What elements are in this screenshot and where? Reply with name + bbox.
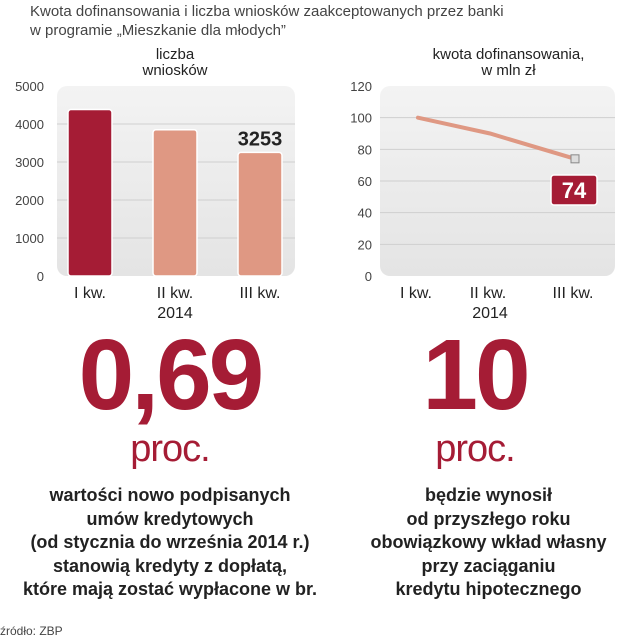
stat-value-2: 10 — [422, 319, 530, 431]
data-point-marker — [570, 154, 580, 164]
x-tick-label: III kw. — [240, 285, 281, 302]
data-label: 3253 — [238, 128, 283, 150]
bar-II kw. — [152, 128, 198, 277]
y-tick-label: 4000 — [15, 117, 44, 132]
y-tick-label: 120 — [350, 79, 372, 94]
y-tick-label: 2000 — [15, 193, 44, 208]
y-tick-label: 0 — [37, 269, 44, 284]
stat-unit-2: proc. — [435, 428, 515, 470]
x-tick-label: III kw. — [553, 285, 594, 302]
stat-description-2: będzie wynosił od przyszłego roku obowią… — [370, 485, 607, 599]
data-label: 74 — [562, 178, 587, 203]
line-chart-title: kwota dofinansowania, w mln zł — [432, 46, 585, 79]
y-tick-label: 3000 — [15, 155, 44, 170]
y-tick-label: 100 — [350, 111, 372, 126]
value-label-box — [550, 174, 598, 206]
y-tick-label: 40 — [358, 206, 372, 221]
stat-description-1: wartości nowo podpisanych umów kredytowy… — [22, 485, 318, 599]
y-tick-label: 5000 — [15, 79, 44, 94]
y-tick-label: 20 — [358, 237, 372, 252]
stat-unit-1: proc. — [130, 428, 210, 470]
x-group-label: 2014 — [472, 305, 508, 322]
y-tick-label: 0 — [365, 269, 372, 284]
y-tick-label: 60 — [358, 174, 372, 189]
infographic-title: Kwota dofinansowania i liczba wniosków z… — [30, 3, 504, 39]
stat-value-1: 0,69 — [78, 319, 265, 431]
source-note: źródło: ZBP — [0, 624, 63, 638]
x-tick-label: I kw. — [400, 285, 432, 302]
x-tick-label: II kw. — [470, 285, 506, 302]
bar-III kw. — [237, 151, 283, 277]
y-tick-label: 1000 — [15, 231, 44, 246]
x-group-label: 2014 — [157, 305, 193, 322]
bar-I kw. — [67, 108, 113, 277]
bar-chart-title: liczba wniosków — [142, 46, 208, 79]
line-series — [416, 115, 577, 161]
x-tick-label: II kw. — [157, 285, 193, 302]
x-tick-label: I kw. — [74, 285, 106, 302]
y-tick-label: 80 — [358, 142, 372, 157]
